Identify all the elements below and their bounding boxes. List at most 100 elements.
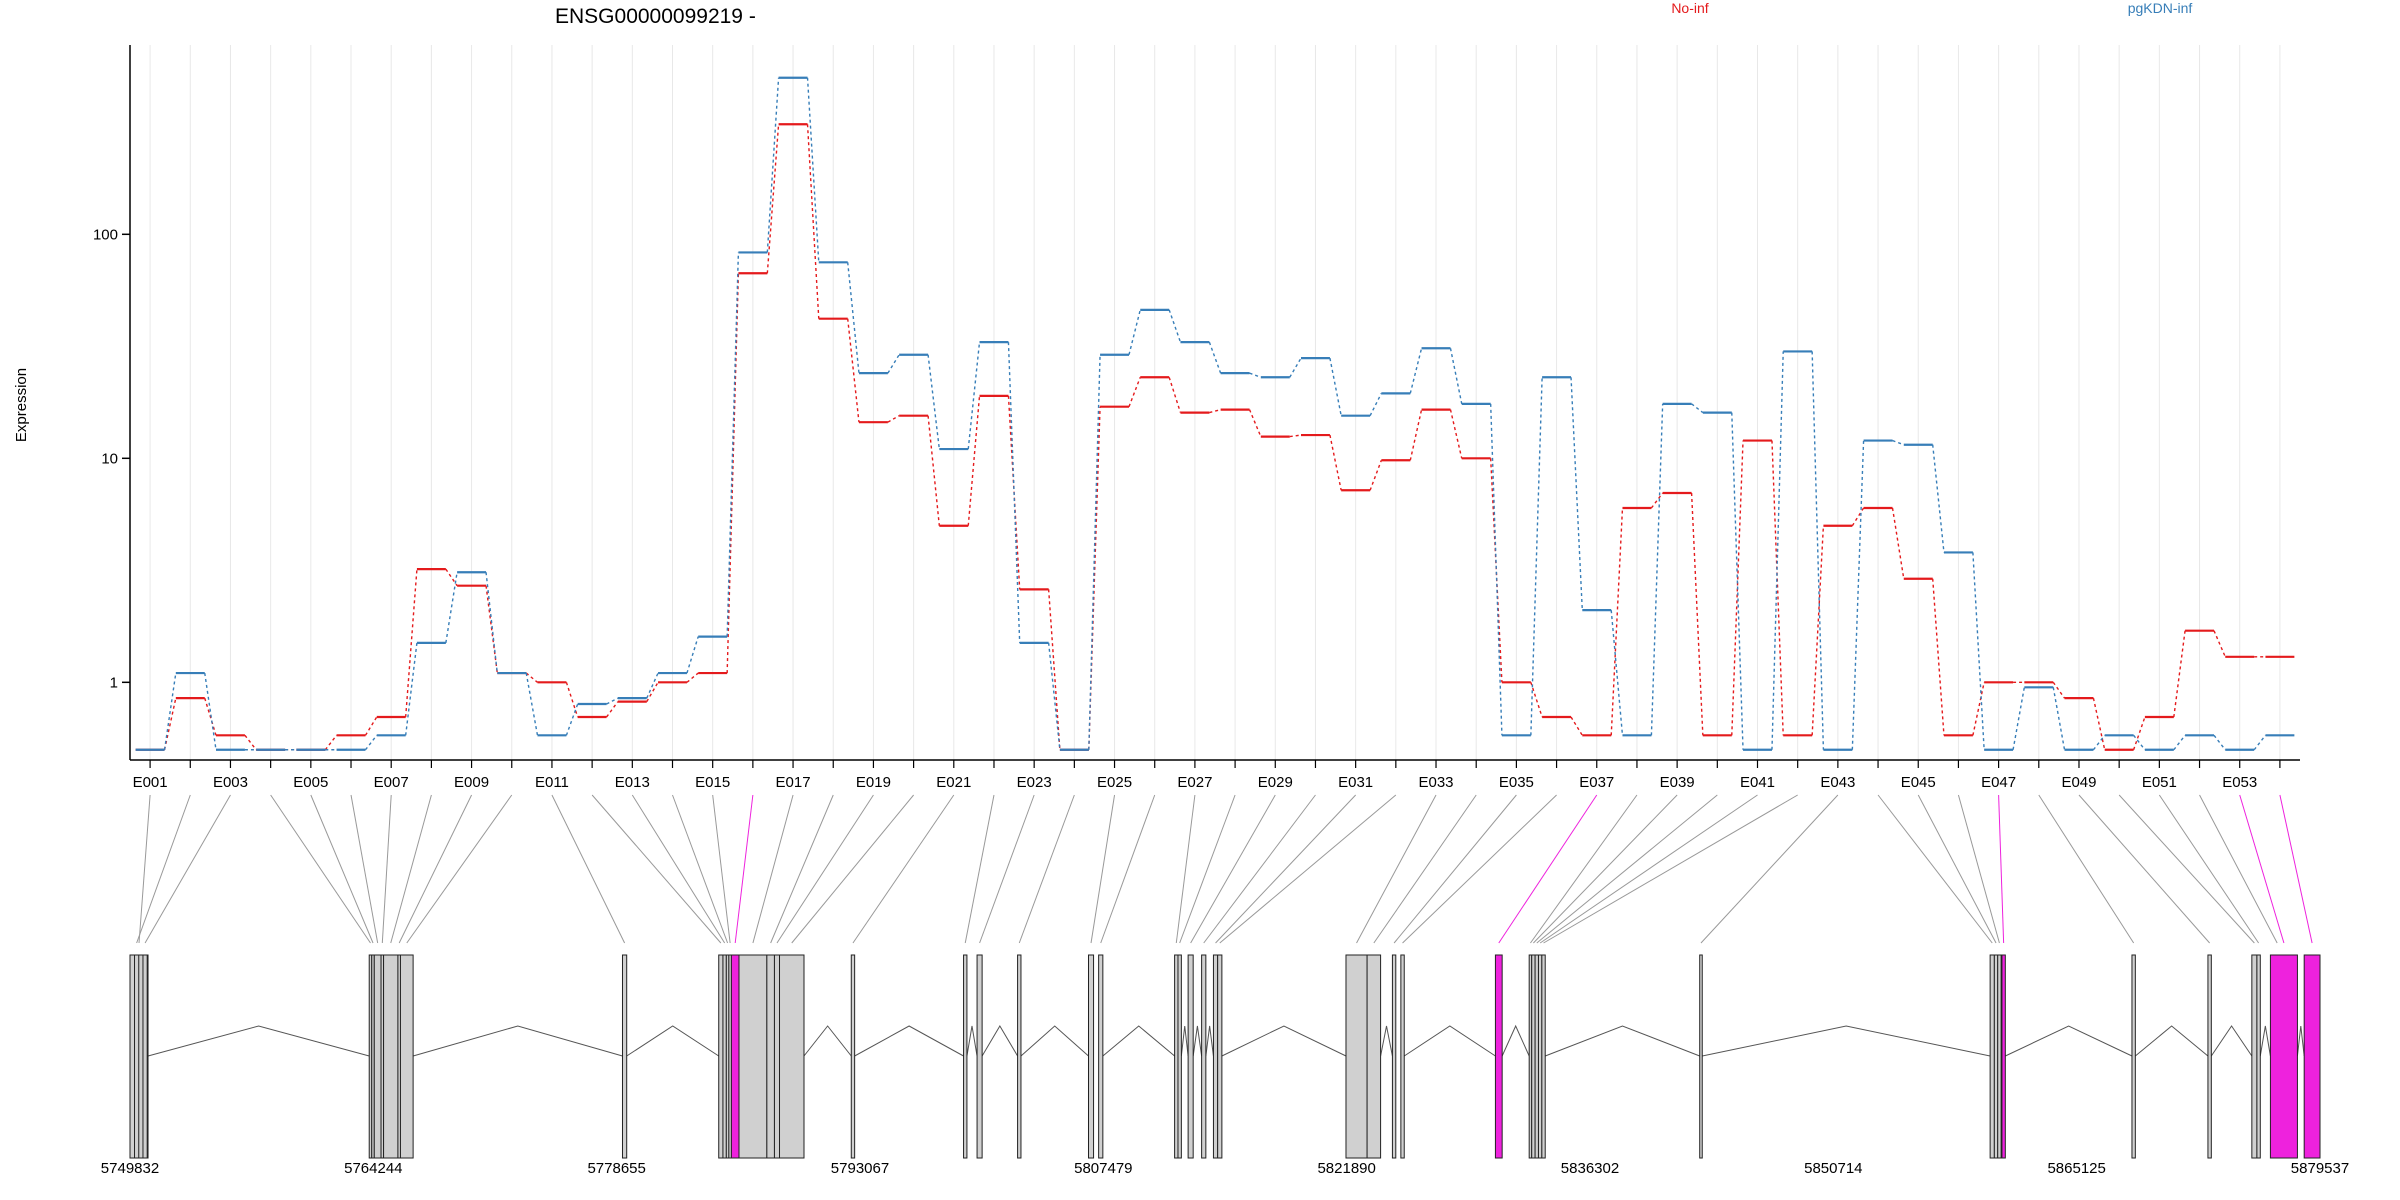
intron-line (1180, 1025, 1189, 1057)
exon-connector (712, 794, 731, 944)
exon-box (1494, 954, 1503, 1159)
exon-box (963, 954, 968, 1159)
expression-connector (1289, 434, 1302, 438)
expression-connector (2213, 630, 2226, 658)
expression-connector (686, 636, 699, 674)
expression-connector (887, 415, 900, 423)
exon-box (1400, 954, 1405, 1159)
exon-connector (1998, 794, 2005, 944)
expression-connector (324, 734, 338, 751)
gene-model (129, 954, 2321, 1159)
exon-box (1087, 954, 1095, 1159)
legend-no-inf: No-inf (1671, 0, 1708, 16)
genomic-coordinates: 5749832 5764244 5778655 5793067 5807479 58218… (101, 1160, 2349, 1177)
expression-connector (1731, 440, 1744, 736)
expression-connector (847, 262, 860, 374)
expression-connector (404, 642, 418, 736)
exon-box (779, 954, 805, 1159)
expression-connector (1449, 409, 1463, 459)
exon-connector (398, 794, 473, 944)
exon-box (2207, 954, 2212, 1159)
expression-connector (1007, 342, 1021, 643)
exon-connector (138, 794, 151, 944)
intron-line (147, 1025, 370, 1057)
exon-box (1997, 954, 2002, 1159)
expression-connector (204, 672, 217, 750)
x-tick-label: E025 (1097, 774, 1132, 791)
x-tick-label: E017 (776, 774, 811, 791)
expression-connector (404, 569, 418, 718)
exon-connector (1219, 794, 1397, 944)
expression-connector (1409, 409, 1423, 461)
exon-connector (1018, 794, 1075, 944)
exon-connector (1957, 794, 2000, 944)
exon-connector (791, 794, 914, 944)
exon-connector (1393, 794, 1517, 944)
y-tick-label: 100 (93, 226, 118, 243)
expression-connector (2092, 697, 2106, 750)
exon-connector (136, 794, 191, 944)
x-tick-label: E039 (1660, 774, 1695, 791)
expression-connector (606, 697, 619, 705)
x-tick-label: E047 (1981, 774, 2016, 791)
intron-line (2005, 1025, 2133, 1057)
expression-connector (565, 682, 579, 718)
expression-connector (1249, 372, 1262, 378)
coordinate-label: 5807479 (1074, 1160, 1132, 1177)
expression-connector (1650, 492, 1664, 509)
expression-connector (1650, 403, 1664, 736)
expression-connector (1530, 377, 1543, 736)
expression-connector (927, 415, 941, 526)
gridlines (149, 45, 2281, 760)
exon-connector (672, 794, 729, 944)
exon-box (1531, 954, 1536, 1159)
x-tick-label: E015 (695, 774, 730, 791)
intron-line (1501, 1024, 1530, 1057)
exon-box (976, 954, 983, 1159)
expression-connector (525, 672, 538, 683)
exon-connector (591, 794, 722, 944)
exon-connector (1175, 794, 1196, 944)
expression-connector (1209, 408, 1221, 414)
y-axis-label: Expression (13, 368, 30, 442)
exon-box (134, 954, 140, 1159)
exon-connector (390, 794, 432, 944)
expression-connector (1851, 440, 1865, 750)
exon-box (1534, 954, 1539, 1159)
x-tick-label: E001 (133, 774, 168, 791)
exon-box (2131, 954, 2136, 1159)
expression-connector (1409, 348, 1423, 394)
x-tick-label: E021 (936, 774, 971, 791)
x-tick-label: E037 (1579, 774, 1614, 791)
exon-connector (381, 794, 392, 944)
exon-connector (1917, 794, 1997, 944)
expression-connector (204, 697, 217, 736)
exon-connector (631, 794, 726, 944)
expression-connector (163, 672, 177, 750)
exon-box (1174, 954, 1179, 1159)
expression-connector (606, 701, 619, 718)
exon-connector (2118, 794, 2255, 944)
exon-connector (1539, 794, 1758, 944)
exon-connector (2158, 794, 2260, 944)
exon-connector (1543, 794, 1798, 944)
exon-connector (1402, 794, 1557, 944)
expression-connector (806, 77, 820, 263)
x-tick-label: E007 (374, 774, 409, 791)
expression-connector (726, 273, 740, 674)
expression-connector (726, 252, 740, 637)
coordinate-label: 5764244 (344, 1160, 402, 1177)
expression-connector (1891, 507, 1905, 579)
exon-box (1098, 954, 1104, 1159)
expression-connector (565, 703, 579, 736)
intron-line (2135, 1025, 2209, 1057)
exon-box (1699, 954, 1703, 1159)
coordinate-label: 5793067 (831, 1160, 889, 1177)
exon-connector (1877, 794, 1993, 944)
x-tick-label: E011 (535, 774, 569, 791)
exon-connector (551, 794, 626, 944)
exon-connector (2038, 794, 2135, 944)
exon-box (2303, 954, 2321, 1159)
expression-connector (1329, 358, 1342, 416)
